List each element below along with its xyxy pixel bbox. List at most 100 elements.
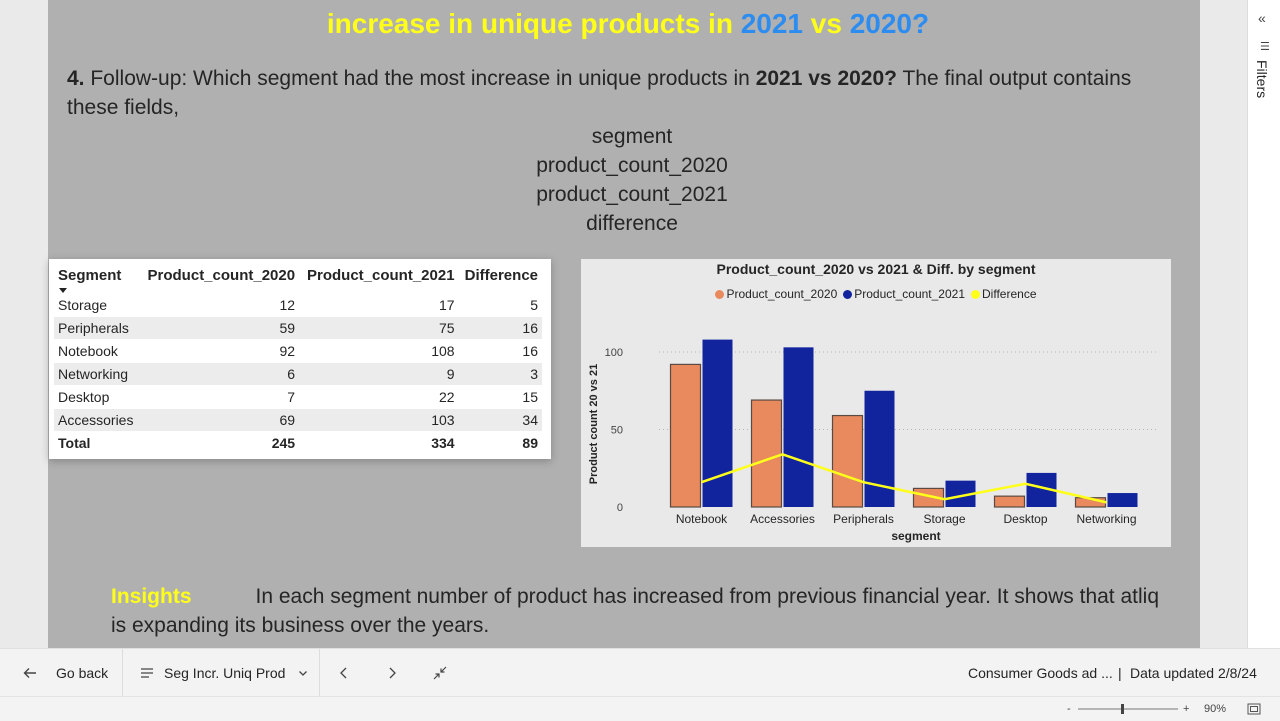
legend-dot-2020	[715, 289, 725, 299]
x-tick-label: Peripherals	[833, 512, 894, 526]
legend-item-2020[interactable]: Product_count_2020	[715, 287, 837, 301]
divider-bar: |	[1118, 665, 1122, 681]
title-prefix: increase in unique products in	[326, 8, 741, 39]
table-row[interactable]: Storage 12 17 5	[54, 294, 542, 317]
chart-title: Product_count_2020 vs 2021 & Diff. by se…	[716, 261, 1036, 277]
cell-count-2020: 7	[139, 385, 300, 409]
fit-to-page-button[interactable]	[433, 649, 447, 697]
bar-product-count-2020-accessories	[750, 399, 783, 508]
zoom-level[interactable]: 90%	[1204, 703, 1227, 715]
cell-difference: 16	[458, 339, 542, 363]
y-axis-label: Product count 20 vs 21	[588, 364, 600, 484]
next-page-button[interactable]	[386, 649, 398, 697]
total-label: Total	[54, 431, 140, 455]
column-header-difference[interactable]: Difference	[464, 267, 538, 284]
cell-segment: Desktop	[54, 385, 140, 409]
field-list: segment product_count_2020 product_count…	[432, 122, 832, 238]
cell-segment: Accessories	[54, 408, 140, 432]
zoom-slider-thumb	[1121, 704, 1124, 714]
pages-list-icon	[141, 668, 153, 678]
question-number: 4.	[67, 67, 85, 90]
collapse-arrows-icon	[433, 666, 447, 680]
chart-visual[interactable]: Product_count_2020 vs 2021 & Diff. by se…	[581, 259, 1171, 547]
filter-icon: ☰	[1260, 41, 1270, 53]
bar-product-count-2021-networking	[1107, 493, 1138, 507]
cell-difference: 34	[458, 408, 542, 432]
y-tick-label: 0	[617, 502, 623, 514]
cell-difference: 15	[458, 385, 542, 409]
cell-count-2020: 59	[139, 316, 300, 340]
table-row[interactable]: Notebook 92 108 16	[54, 339, 542, 363]
filters-pane[interactable]: « ☰ Filters	[1247, 0, 1280, 648]
previous-page-button[interactable]	[338, 649, 350, 697]
cell-segment: Storage	[54, 294, 140, 317]
cell-count-2021: 108	[299, 339, 459, 363]
column-header-product-count-2021[interactable]: Product_count_2021	[307, 267, 455, 284]
column-header-segment[interactable]: Segment	[54, 264, 140, 294]
segment-table: Segment Product_count_2020 Product_count…	[54, 264, 542, 455]
total-count-2020: 245	[139, 431, 300, 455]
insights-block: Insights In each segment number of produc…	[111, 582, 1171, 640]
zoom-in-button[interactable]: +	[1183, 703, 1190, 715]
report-canvas: increase in unique products in 2021 vs 2…	[48, 0, 1200, 648]
chart-plot: 0 50 100 Product count 20 vs 21 segment Noteb…	[588, 339, 1159, 543]
legend-item-difference[interactable]: Difference	[971, 287, 1037, 301]
bar-product-count-2021-notebook	[702, 339, 733, 507]
table-row[interactable]: Desktop 7 22 15	[54, 385, 542, 409]
total-count-2021: 334	[299, 431, 459, 455]
chevron-down-icon	[299, 671, 308, 676]
data-updated-label: Data updated 2/8/24	[1130, 665, 1257, 681]
question-text: 4. Follow-up: Which segment had the most…	[67, 64, 1177, 122]
x-tick-label: Desktop	[1003, 512, 1047, 526]
question-body: Follow-up: Which segment had the most in…	[84, 67, 756, 90]
x-tick-label: Notebook	[676, 512, 728, 526]
field-difference: difference	[586, 212, 678, 235]
cell-segment: Networking	[54, 362, 140, 386]
chevron-right-icon	[389, 667, 396, 679]
x-tick-label: Networking	[1076, 512, 1136, 526]
cell-count-2021: 22	[299, 385, 459, 409]
bar-product-count-2021-peripherals	[864, 390, 895, 507]
legend-item-2021[interactable]: Product_count_2021	[843, 287, 965, 301]
difference-line	[701, 452, 1107, 504]
title-vs: vs	[803, 8, 850, 39]
legend-dot-difference	[971, 289, 981, 299]
title-year-2021: 2021	[740, 8, 804, 39]
zoom-out-button[interactable]: -	[1067, 703, 1071, 715]
go-back-label: Go back	[56, 665, 109, 681]
sort-descending-icon[interactable]	[59, 288, 67, 293]
cell-count-2021: 103	[299, 408, 459, 432]
chevron-left-icon	[340, 667, 347, 679]
field-product-count-2021: product_count_2021	[536, 183, 728, 206]
insights-label: Insights	[111, 585, 192, 608]
column-header-product-count-2020[interactable]: Product_count_2020	[147, 267, 296, 284]
cell-difference: 16	[458, 316, 542, 340]
report-name: Consumer Goods ad ...	[968, 665, 1113, 681]
table-visual[interactable]: Segment Product_count_2020 Product_count…	[49, 259, 551, 459]
cell-difference: 5	[458, 294, 542, 317]
zoom-slider[interactable]	[1076, 697, 1180, 721]
page-selector-dropdown[interactable]: Seg Incr. Uniq Prod	[140, 649, 309, 697]
total-difference: 89	[458, 431, 542, 455]
legend-dot-2021	[843, 289, 853, 299]
x-tick-label: Accessories	[750, 512, 815, 526]
status-bar: - + 90%	[0, 696, 1280, 721]
cell-segment: Notebook	[54, 339, 140, 363]
collapse-chevron-icon[interactable]: «	[1258, 10, 1266, 26]
bar-product-count-2020-peripherals	[831, 414, 864, 508]
cell-count-2020: 12	[139, 294, 300, 317]
filters-label[interactable]: Filters	[1254, 60, 1270, 99]
chart-legend: Product_count_2020 Product_count_2021 Di…	[581, 287, 1171, 301]
go-back-button[interactable]: Go back	[22, 649, 108, 697]
field-product-count-2020: product_count_2020	[536, 154, 728, 177]
table-row[interactable]: Peripherals 59 75 16	[54, 316, 542, 340]
table-row[interactable]: Networking 6 9 3	[54, 362, 542, 386]
question-tail: The final output contains these fields,	[67, 67, 1132, 119]
cell-count-2021: 75	[299, 316, 459, 340]
table-row[interactable]: Accessories 69 103 34	[54, 408, 542, 432]
page-name-label: Seg Incr. Uniq Prod	[164, 665, 286, 681]
cell-count-2020: 92	[139, 339, 300, 363]
fit-page-icon[interactable]	[1247, 703, 1261, 715]
y-tick-label: 50	[611, 425, 623, 437]
bar-product-count-2021-accessories	[783, 347, 814, 507]
